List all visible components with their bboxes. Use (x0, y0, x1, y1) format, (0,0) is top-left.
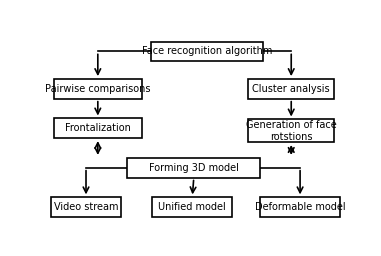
FancyBboxPatch shape (127, 158, 260, 178)
FancyBboxPatch shape (53, 119, 142, 138)
FancyBboxPatch shape (151, 41, 263, 61)
FancyBboxPatch shape (248, 79, 334, 99)
FancyBboxPatch shape (260, 197, 340, 217)
Text: Face recognition algorithm: Face recognition algorithm (142, 46, 272, 56)
FancyBboxPatch shape (51, 197, 122, 217)
Text: Unified model: Unified model (158, 202, 226, 212)
FancyBboxPatch shape (248, 119, 334, 142)
FancyBboxPatch shape (152, 197, 232, 217)
Text: Video stream: Video stream (54, 202, 118, 212)
Text: Deformable model: Deformable model (255, 202, 346, 212)
FancyBboxPatch shape (53, 79, 142, 99)
Text: Generation of face
rotstions: Generation of face rotstions (246, 120, 336, 142)
Text: Forming 3D model: Forming 3D model (149, 163, 239, 173)
Text: Frontalization: Frontalization (65, 123, 131, 133)
Text: Pairwise comparisons: Pairwise comparisons (45, 84, 150, 94)
Text: Cluster analysis: Cluster analysis (253, 84, 330, 94)
